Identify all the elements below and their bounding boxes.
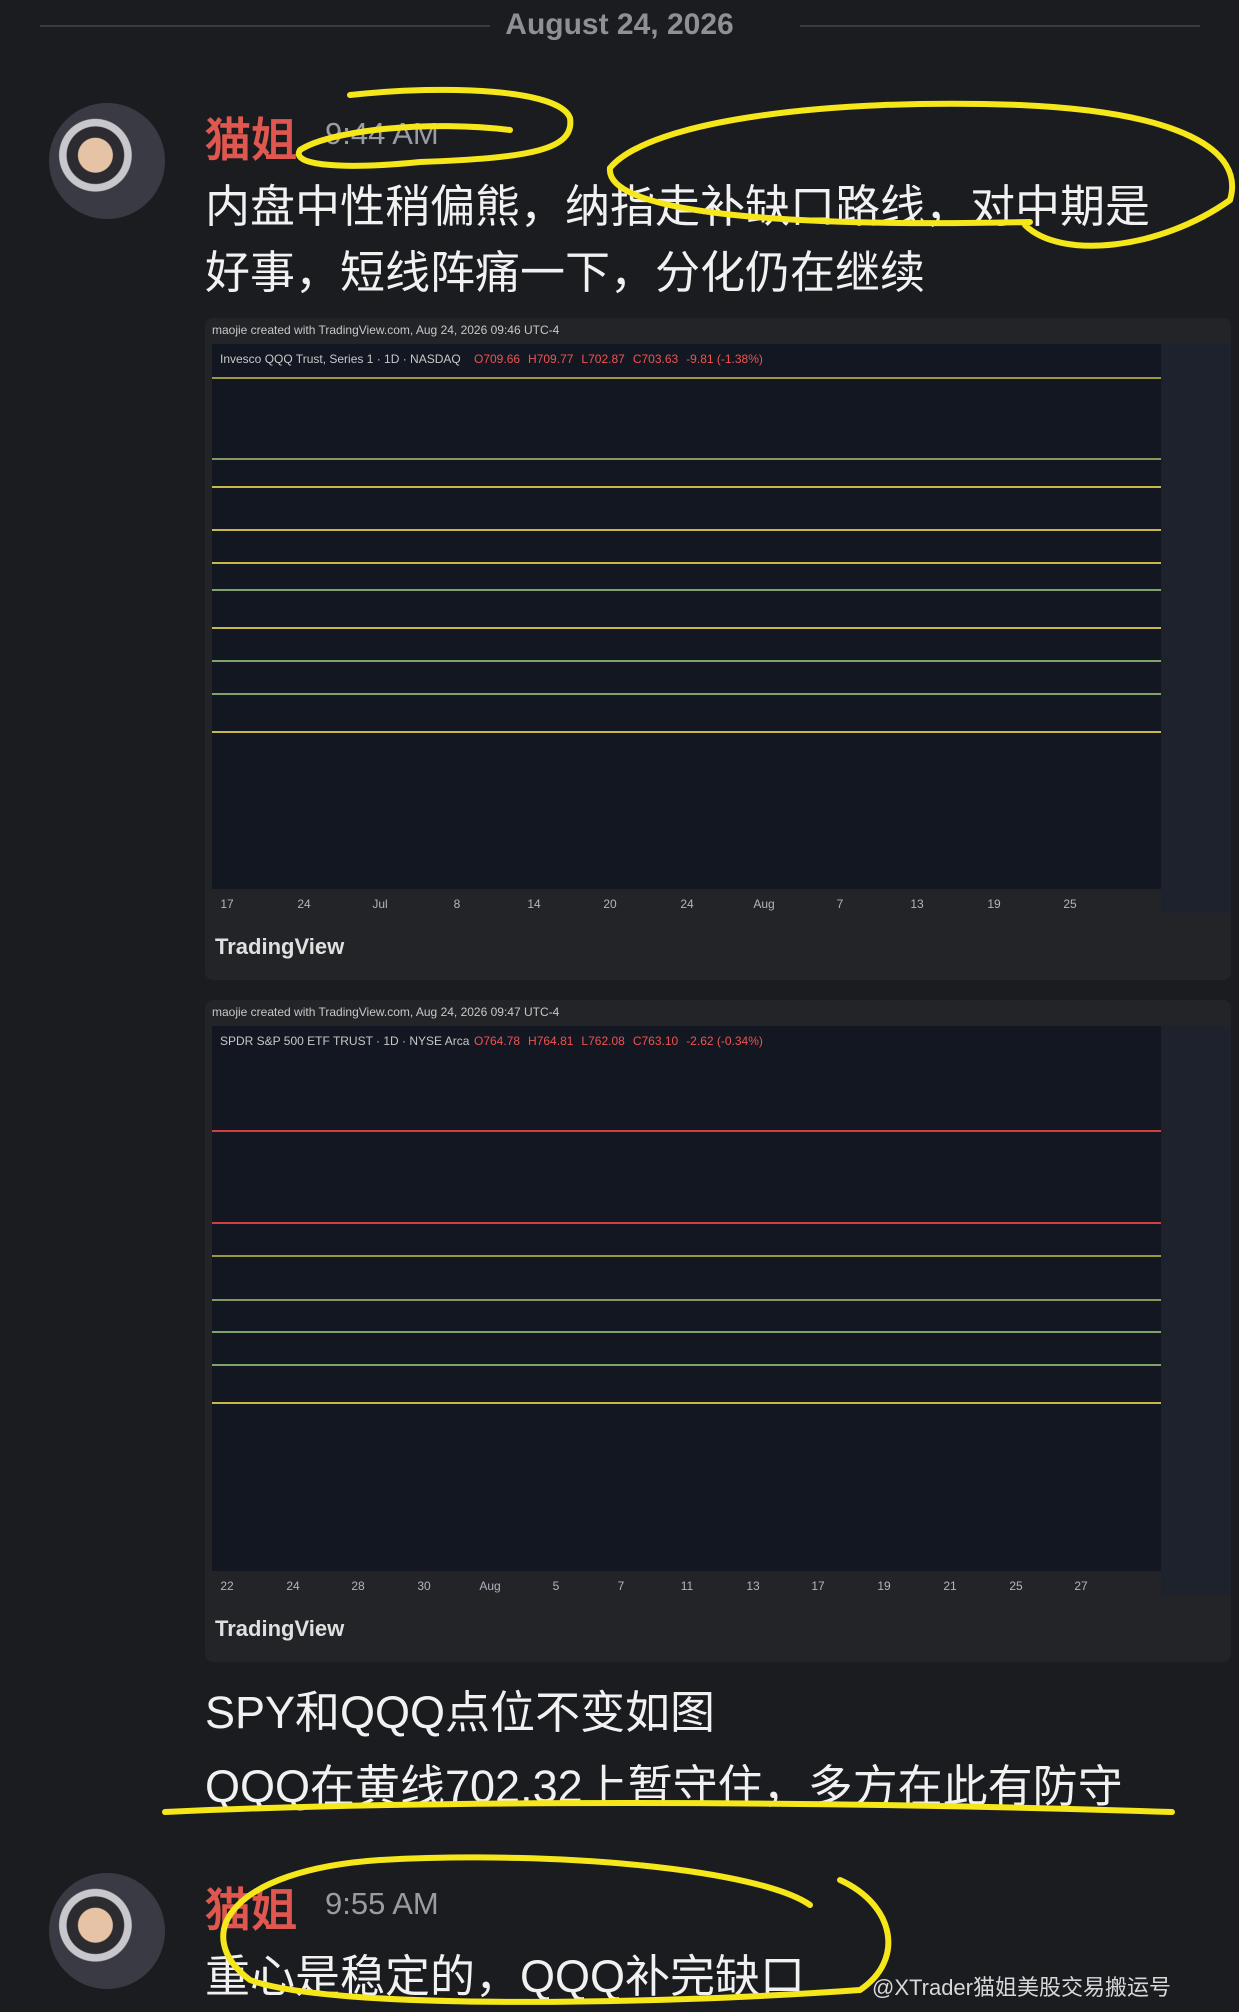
ohlc-value: L702.87 — [581, 352, 625, 366]
ohlc-value: O764.78 — [474, 1034, 521, 1048]
level-line — [212, 1402, 1161, 1404]
level-line — [212, 660, 1161, 662]
ohlc-value: O709.66 — [474, 352, 521, 366]
x-axis-label: 8 — [453, 897, 461, 911]
level-line — [212, 529, 1161, 531]
symbol-label: SPDR S&P 500 ETF TRUST · 1D · NYSE Arca — [220, 1034, 470, 1048]
ohlc-value: -2.62 (-0.34%) — [686, 1034, 763, 1048]
message-line: 重心是稳定的，QQQ补完缺口 — [205, 1951, 806, 2002]
ohlc-value: H709.77 — [528, 352, 574, 366]
chart-caption: maojie created with TradingView.com, Aug… — [212, 323, 560, 337]
message-line: 好事，短线阵痛一下，分化仍在继续 — [205, 247, 926, 298]
level-line — [212, 693, 1161, 695]
level-line — [212, 458, 1161, 460]
message-line: 内盘中性稍偏熊，纳指走补缺口路线，对中期是 — [205, 181, 1151, 232]
author[interactable]: 猫姐 — [205, 1884, 297, 1936]
x-axis-label: 27 — [1074, 1579, 1088, 1593]
author[interactable]: 猫姐 — [205, 114, 297, 166]
message-line: QQQ在黄线702.32上暂守住，多方在此有防守 — [205, 1761, 1123, 1812]
x-axis-label: 24 — [297, 897, 311, 911]
x-axis-label: 7 — [836, 897, 844, 911]
x-axis-label: Aug — [753, 897, 775, 911]
x-axis-label: 20 — [603, 897, 617, 911]
x-axis-label: 24 — [286, 1579, 300, 1593]
price-axis — [1161, 344, 1231, 913]
x-axis-label: 13 — [746, 1579, 760, 1593]
chart-image: SPDR S&P 500 ETF TRUST · 1D · NYSE Arca O… — [212, 1026, 1161, 1571]
ohlc-value: -9.81 (-1.38%) — [686, 352, 763, 366]
x-axis-label: 21 — [943, 1579, 957, 1593]
timestamp: 9:44 AM — [325, 116, 439, 151]
x-axis-label: 7 — [617, 1579, 625, 1593]
divider-line — [800, 25, 1200, 27]
tradingview-logo: TradingView — [215, 1616, 345, 1641]
chart-image: Invesco QQQ Trust, Series 1 · 1D · NASDA… — [212, 344, 1161, 889]
ohlc-row: O709.66 H709.77 L702.87 C703.63 -9.81 (-1.38… — [474, 352, 771, 366]
level-line — [212, 1364, 1161, 1366]
level-line — [212, 1255, 1161, 1257]
x-axis-label: Aug — [479, 1579, 501, 1593]
level-line — [212, 377, 1161, 379]
x-axis-label: 19 — [987, 897, 1001, 911]
watermark: @XTrader猫姐美股交易搬运号 — [872, 1975, 1171, 2000]
chart-attachment[interactable]: maojie created with TradingView.com, Aug… — [205, 1000, 1231, 1662]
x-axis-label: 25 — [1063, 897, 1077, 911]
level-line — [212, 627, 1161, 629]
level-line — [212, 731, 1161, 733]
x-axis-label: 19 — [877, 1579, 891, 1593]
level-line — [212, 1222, 1161, 1224]
x-axis-label: 24 — [680, 897, 694, 911]
message-line: SPY和QQQ点位不变如图 — [205, 1687, 716, 1738]
level-line — [212, 1299, 1161, 1301]
chart-attachment[interactable]: maojie created with TradingView.com, Aug… — [205, 318, 1231, 980]
avatar[interactable] — [49, 1873, 165, 1989]
x-axis-label: 14 — [527, 897, 541, 911]
chart-caption: maojie created with TradingView.com, Aug… — [212, 1005, 560, 1019]
price-axis — [1161, 1026, 1231, 1595]
avatar[interactable] — [49, 103, 165, 219]
x-axis-label: 17 — [220, 897, 234, 911]
x-axis-label: 25 — [1009, 1579, 1023, 1593]
level-line — [212, 486, 1161, 488]
x-axis-label: 13 — [910, 897, 924, 911]
tradingview-logo: TradingView — [215, 934, 345, 959]
ohlc-value: C703.63 — [632, 352, 679, 366]
x-axis-label: 22 — [220, 1579, 234, 1593]
divider-line — [40, 25, 490, 27]
ohlc-value: C763.10 — [632, 1034, 679, 1048]
ohlc-value: L762.08 — [581, 1034, 625, 1048]
x-axis-label: Jul — [372, 897, 388, 911]
x-axis-label: 17 — [811, 1579, 825, 1593]
level-line — [212, 1331, 1161, 1333]
x-axis-label: 30 — [417, 1579, 431, 1593]
level-line — [212, 589, 1161, 591]
x-axis-label: 11 — [680, 1579, 694, 1593]
x-axis-label: 5 — [552, 1579, 560, 1593]
x-axis-label: 28 — [351, 1579, 365, 1593]
level-line — [212, 562, 1161, 564]
ohlc-row: O764.78 H764.81 L762.08 C763.10 -2.62 (-0.34… — [474, 1034, 771, 1048]
level-line — [212, 1130, 1161, 1132]
ohlc-value: H764.81 — [528, 1034, 574, 1048]
timestamp: 9:55 AM — [325, 1886, 439, 1921]
symbol-label: Invesco QQQ Trust, Series 1 · 1D · NASDA… — [220, 352, 461, 366]
date-divider: August 24, 2026 — [505, 8, 734, 41]
